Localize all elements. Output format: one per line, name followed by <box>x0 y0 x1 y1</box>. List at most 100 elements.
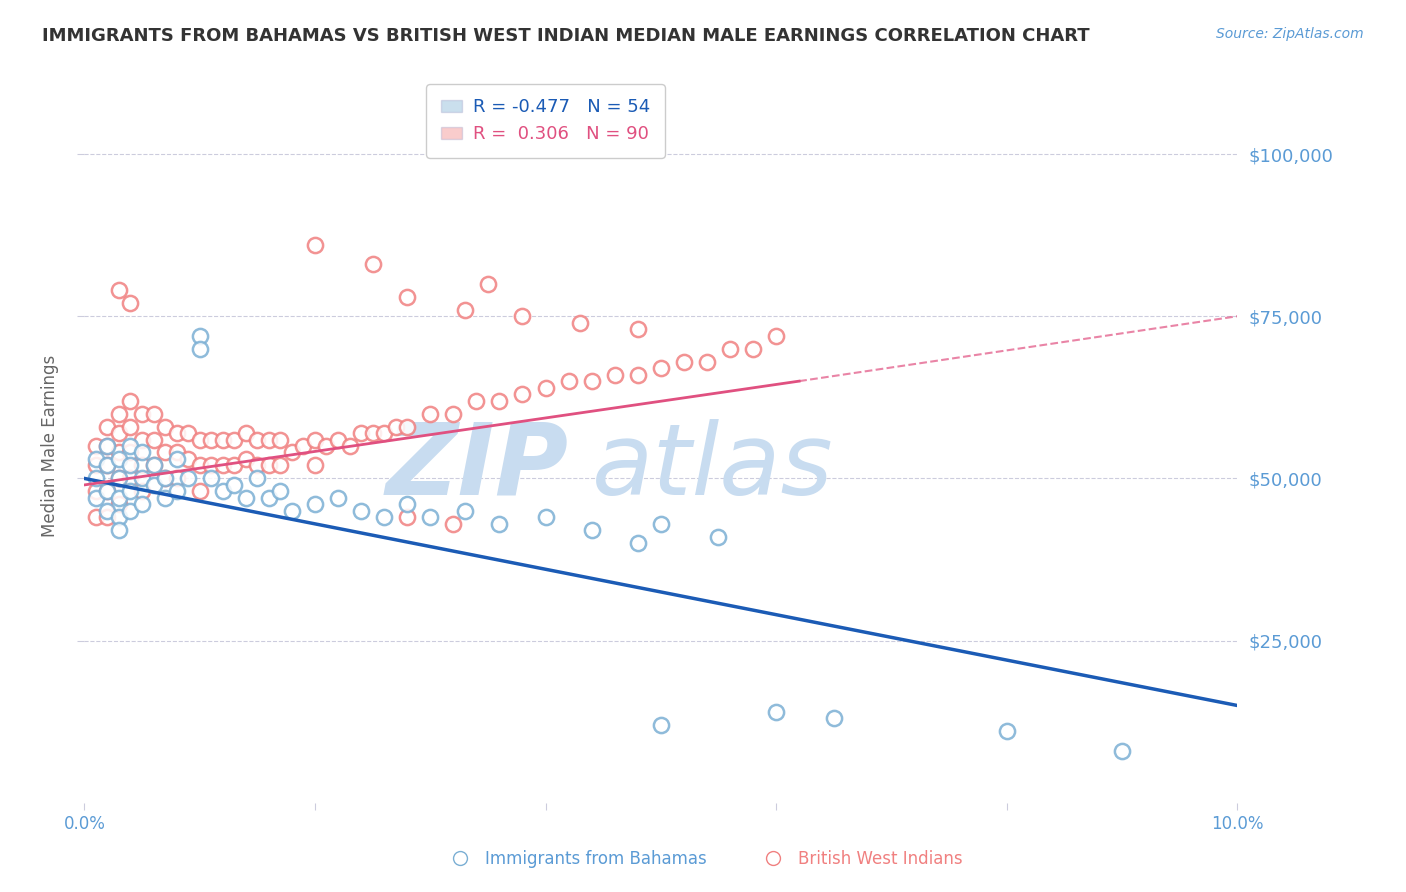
Point <box>257 433 280 447</box>
Point <box>96 439 118 453</box>
Point <box>441 407 464 421</box>
Point <box>131 484 153 499</box>
Point <box>361 425 384 440</box>
Text: atlas: atlas <box>592 419 834 516</box>
Point <box>188 342 211 356</box>
Point <box>627 536 650 550</box>
Point <box>131 445 153 459</box>
Point <box>188 484 211 499</box>
Legend: Immigrants from Bahamas, British West Indians: Immigrants from Bahamas, British West In… <box>436 844 970 875</box>
Point <box>326 491 349 505</box>
Point <box>108 445 131 459</box>
Point <box>131 471 153 485</box>
Point <box>581 374 603 388</box>
Point <box>823 711 845 725</box>
Point <box>396 290 419 304</box>
Point <box>235 452 257 467</box>
Point <box>292 439 315 453</box>
Point <box>142 458 165 473</box>
Point <box>131 497 153 511</box>
Text: Source: ZipAtlas.com: Source: ZipAtlas.com <box>1216 27 1364 41</box>
Point <box>224 478 246 492</box>
Point <box>96 510 118 524</box>
Point <box>96 484 118 499</box>
Point <box>120 484 142 499</box>
Point <box>419 407 441 421</box>
Point <box>166 425 188 440</box>
Point <box>120 419 142 434</box>
Point <box>765 328 787 343</box>
Point <box>627 368 650 382</box>
Point <box>96 504 118 518</box>
Point <box>188 433 211 447</box>
Point <box>512 310 534 324</box>
Point <box>304 238 326 252</box>
Point <box>142 407 165 421</box>
Point <box>650 718 672 732</box>
Point <box>350 504 373 518</box>
Point <box>96 419 118 434</box>
Point <box>108 510 131 524</box>
Point <box>142 478 165 492</box>
Point <box>373 425 395 440</box>
Point <box>188 458 211 473</box>
Point <box>696 354 718 368</box>
Point <box>120 504 142 518</box>
Point <box>166 484 188 499</box>
Point <box>1111 744 1133 758</box>
Point <box>108 497 131 511</box>
Point <box>200 458 222 473</box>
Point <box>672 354 695 368</box>
Point <box>235 425 257 440</box>
Point <box>304 433 326 447</box>
Point <box>153 445 176 459</box>
Point <box>84 471 107 485</box>
Point <box>603 368 626 382</box>
Point <box>96 458 118 473</box>
Point <box>441 516 464 531</box>
Point <box>120 458 142 473</box>
Point <box>534 381 557 395</box>
Point <box>557 374 579 388</box>
Point <box>131 407 153 421</box>
Point <box>627 322 650 336</box>
Point <box>257 491 280 505</box>
Point <box>477 277 499 291</box>
Point <box>166 445 188 459</box>
Point <box>361 257 384 271</box>
Point <box>211 484 233 499</box>
Point <box>339 439 361 453</box>
Point <box>281 445 304 459</box>
Point <box>153 419 176 434</box>
Point <box>384 419 406 434</box>
Point <box>488 516 510 531</box>
Point <box>257 458 280 473</box>
Point <box>142 458 165 473</box>
Point <box>269 484 291 499</box>
Point <box>465 393 488 408</box>
Point <box>765 705 787 719</box>
Point <box>108 283 131 297</box>
Point <box>177 425 200 440</box>
Point <box>373 510 395 524</box>
Point <box>995 724 1018 739</box>
Point <box>650 361 672 376</box>
Point <box>96 458 118 473</box>
Point <box>120 439 142 453</box>
Legend: R = -0.477   N = 54, R =  0.306   N = 90: R = -0.477 N = 54, R = 0.306 N = 90 <box>426 84 665 158</box>
Point <box>454 302 477 317</box>
Point <box>142 433 165 447</box>
Point <box>718 342 741 356</box>
Point <box>454 504 477 518</box>
Point <box>269 433 291 447</box>
Point <box>326 433 349 447</box>
Point <box>96 484 118 499</box>
Point <box>153 471 176 485</box>
Point <box>281 504 304 518</box>
Y-axis label: Median Male Earnings: Median Male Earnings <box>41 355 59 537</box>
Point <box>108 491 131 505</box>
Point <box>131 458 153 473</box>
Point <box>177 471 200 485</box>
Point <box>166 471 188 485</box>
Point <box>396 419 419 434</box>
